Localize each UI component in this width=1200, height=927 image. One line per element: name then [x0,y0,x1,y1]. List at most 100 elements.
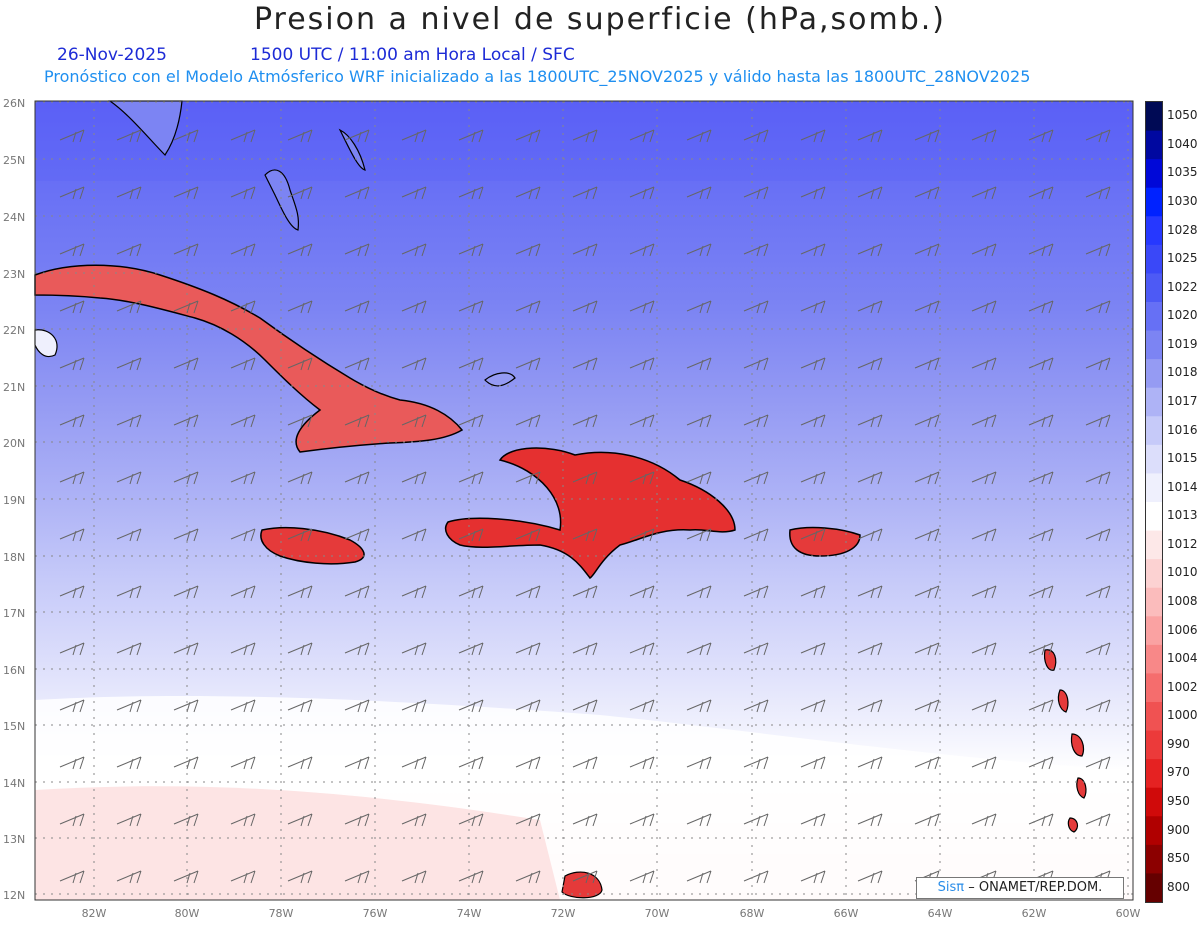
wind-barb [458,471,484,485]
colorbar-swatch [1146,302,1162,332]
colorbar-swatch [1146,787,1162,817]
wind-barb [344,870,370,884]
wind-barb [173,300,199,314]
wind-barb [743,129,769,143]
wind-barb [914,528,940,542]
wind-barb [1028,243,1054,257]
wind-barb [572,756,598,770]
wind-barb [857,471,883,485]
map-frame [34,100,1134,901]
wind-barb [287,243,313,257]
martinique-island [1070,733,1085,757]
wind-barb [401,243,427,257]
chart-title: Presion a nivel de superficie (hPa,somb.… [253,2,947,37]
wind-barb [515,813,541,827]
colorbar-label: 900 [1167,822,1190,837]
colorbar-label: 1015 [1167,451,1198,466]
wind-barb [458,300,484,314]
colorbar-label: 1018 [1167,365,1198,380]
wind-barb [686,186,712,200]
wind-barb [230,585,256,599]
wind-barb [971,357,997,371]
wind-barb [800,699,826,713]
wind-barb [857,414,883,428]
model-description: Pronóstico con el Modelo Atmósferico WRF… [44,67,1031,86]
colorbar-label: 970 [1167,765,1190,780]
colorbar-swatch [1146,102,1162,132]
colorbar-swatch [1146,559,1162,589]
wind-barb [743,186,769,200]
colorbar-label: 1002 [1167,679,1198,694]
wind-barb [1028,300,1054,314]
colorbar-label: 1014 [1167,479,1198,494]
wind-barb [287,357,313,371]
wind-barb [1028,528,1054,542]
wind-barb [59,129,85,143]
wind-barb [59,528,85,542]
wind-barb [458,129,484,143]
lat-label: 12N [3,889,26,902]
wind-barb [686,357,712,371]
wind-barb [401,471,427,485]
wind-barb [173,585,199,599]
wind-barb [344,186,370,200]
wind-barb [344,129,370,143]
wind-barb [914,186,940,200]
wind-barb [458,186,484,200]
lon-label: 82W [81,907,107,920]
colorbar-label: 990 [1167,736,1190,751]
wind-barb [230,129,256,143]
wind-barb [914,699,940,713]
colorbar-swatch [1146,387,1162,417]
wind-barb [59,813,85,827]
wind-barb [572,813,598,827]
wind-barb [629,528,655,542]
wind-barb [287,870,313,884]
wind-barb [629,471,655,485]
wind-barb [230,471,256,485]
wind-barb [914,357,940,371]
wind-barb [971,642,997,656]
wind-barb [515,414,541,428]
colorbar-label: 850 [1167,851,1190,866]
wind-barb [743,357,769,371]
wind-barb [971,813,997,827]
wind-barb [287,471,313,485]
wind-barb [971,585,997,599]
colorbar-label: 1016 [1167,422,1198,437]
wind-barb [572,870,598,884]
low-pressure-band [35,786,560,900]
colorbar [1145,101,1163,903]
colorbar-label: 1019 [1167,336,1198,351]
forecast-date: 26-Nov-2025 [57,45,167,65]
wind-barb [914,129,940,143]
lat-label: 25N [3,154,26,167]
wind-barb [1085,585,1111,599]
wind-barb [629,699,655,713]
wind-barb [230,300,256,314]
wind-barb [629,585,655,599]
wind-barb [971,243,997,257]
lat-label: 13N [3,833,26,846]
wind-barb [401,300,427,314]
lon-label: 80W [174,907,200,920]
yucatan-coast [34,329,58,358]
wind-barb [344,756,370,770]
wind-barb [287,528,313,542]
colorbar-swatch [1146,616,1162,646]
wind-barb [1085,756,1111,770]
wind-barb [686,756,712,770]
wind-barb [1085,813,1111,827]
wind-barb [173,357,199,371]
wind-barb [401,186,427,200]
lat-label: 22N [3,324,26,337]
wind-barb [857,699,883,713]
lon-label: 64W [927,907,953,920]
wind-barb [401,756,427,770]
lon-label: 76W [362,907,388,920]
wind-barb [344,471,370,485]
wind-barb [287,585,313,599]
wind-barb [1085,414,1111,428]
wind-barb [629,414,655,428]
wind-barb [230,870,256,884]
